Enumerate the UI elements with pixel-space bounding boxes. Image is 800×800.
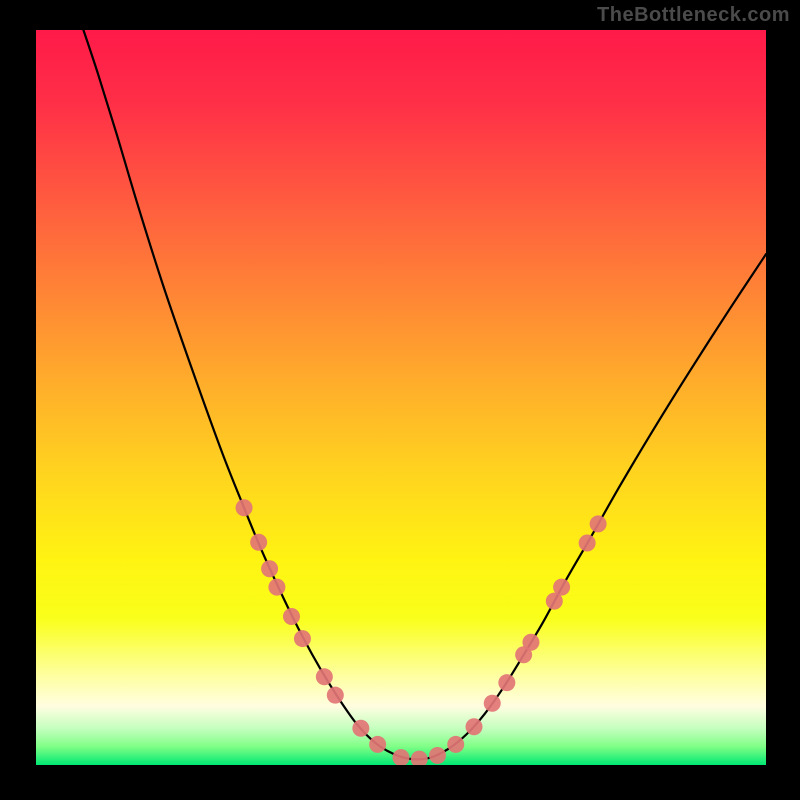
bottleneck-chart [36, 30, 766, 765]
data-point [327, 687, 344, 704]
chart-background-gradient [36, 30, 766, 765]
data-point [522, 634, 539, 651]
data-point [466, 718, 483, 735]
data-point [268, 579, 285, 596]
data-point [261, 560, 278, 577]
data-point [579, 535, 596, 552]
data-point [294, 630, 311, 647]
data-point [369, 736, 386, 753]
data-point [316, 668, 333, 685]
data-point [429, 747, 446, 764]
data-point [484, 695, 501, 712]
data-point [498, 674, 515, 691]
data-point [283, 608, 300, 625]
data-point [352, 720, 369, 737]
data-point [553, 579, 570, 596]
watermark-text: TheBottleneck.com [597, 4, 790, 27]
data-point [447, 736, 464, 753]
data-point [590, 515, 607, 532]
data-point [236, 499, 253, 516]
data-point [250, 534, 267, 551]
